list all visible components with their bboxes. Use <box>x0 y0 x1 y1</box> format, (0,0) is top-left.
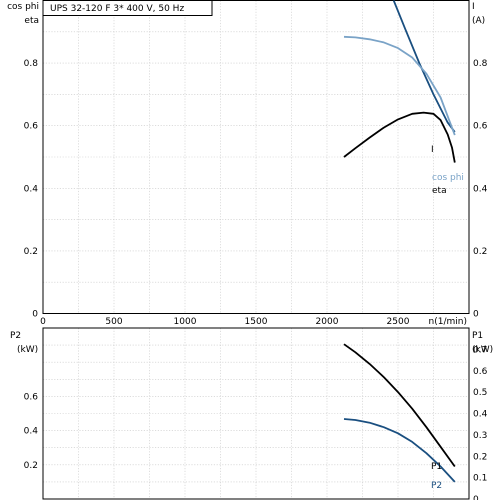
series-line-p2 <box>343 418 456 483</box>
y-tick-right: 0 <box>473 310 479 320</box>
y-tick-right: 0.6 <box>473 367 488 377</box>
series-line-cos-phi <box>343 35 456 136</box>
title-box <box>42 0 213 16</box>
top-right-ticks: 0 0.2 0.4 0.6 0.8 <box>473 59 488 319</box>
series-label-eta: eta <box>432 186 447 196</box>
y-tick-right: 0.2 <box>473 452 487 462</box>
x-axis-ticks: 0 500 1000 1500 2000 2500 <box>40 317 410 327</box>
left-axis-label-P2: P2 <box>10 331 21 341</box>
left-axis-label-cosphi: cos phi <box>7 2 39 12</box>
series-label-cosphi: cos phi <box>432 173 464 183</box>
bottom-series <box>343 343 456 483</box>
series-label-P2: P2 <box>431 481 442 491</box>
y-tick-left: 0.2 <box>24 461 38 471</box>
y-tick-right: 0.4 <box>473 410 488 420</box>
y-tick-left: 0.8 <box>24 59 39 69</box>
y-tick-left: 0.4 <box>24 184 39 194</box>
y-tick-right: 0.3 <box>473 431 487 441</box>
right-axis-label-P1: P1 <box>472 331 483 341</box>
y-tick-left: 0.2 <box>24 247 38 257</box>
series-line-p1 <box>343 343 456 468</box>
left-axis-label-eta: eta <box>24 16 39 26</box>
y-tick-left: 0 <box>32 310 38 320</box>
y-tick-left: 0.6 <box>24 392 39 402</box>
bottom-grid <box>43 327 469 499</box>
top-left-ticks: 0 0.2 0.4 0.6 0.8 <box>24 59 39 319</box>
left-axis-unit-kW: (kW) <box>17 345 38 355</box>
y-tick-right: 0 <box>473 495 479 500</box>
top-plot-frame <box>42 0 470 314</box>
series-label-I: I <box>431 145 434 155</box>
y-tick-right: 0.2 <box>473 247 487 257</box>
x-tick: 1500 <box>245 317 268 327</box>
top-grid <box>43 0 469 314</box>
x-tick: 0 <box>40 317 46 327</box>
bottom-plot-frame <box>42 327 470 500</box>
x-tick: 500 <box>105 317 122 327</box>
top-panel: UPS 32-120 F 3* 400 V, 50 Hz cos phi eta… <box>7 0 488 327</box>
bottom-right-ticks: 0 0.1 0.2 0.3 0.4 0.5 0.6 0.7 <box>473 345 488 500</box>
series-line-eta <box>343 111 456 163</box>
chart-title: UPS 32-120 F 3* 400 V, 50 Hz <box>50 4 184 14</box>
x-tick: 2000 <box>316 317 339 327</box>
bottom-left-ticks: 0.2 0.4 0.6 <box>24 392 39 470</box>
y-tick-left: 0.6 <box>24 122 39 132</box>
bottom-panel: P2 (kW) P1 (kW) 0.20.40.6 00.10.20.30.40… <box>10 327 493 500</box>
right-axis-unit-kW: (kW) <box>472 345 493 355</box>
x-tick: 2500 <box>387 317 410 327</box>
y-tick-right: 0.6 <box>473 122 488 132</box>
right-axis-unit-A: (A) <box>472 16 485 26</box>
x-axis-label: n(1/min) <box>429 317 467 327</box>
top-series <box>343 0 456 163</box>
series-label-P1: P1 <box>431 462 442 472</box>
x-tick: 1000 <box>174 317 197 327</box>
y-tick-right: 0.4 <box>473 184 488 194</box>
y-tick-right: 0.1 <box>473 474 487 484</box>
y-tick-right: 0.8 <box>473 59 488 69</box>
right-axis-label-I: I <box>472 2 475 12</box>
y-tick-left: 0.4 <box>24 427 39 437</box>
series-line-i <box>392 0 456 133</box>
y-tick-right: 0.7 <box>473 345 487 355</box>
y-tick-right: 0.5 <box>473 388 487 398</box>
